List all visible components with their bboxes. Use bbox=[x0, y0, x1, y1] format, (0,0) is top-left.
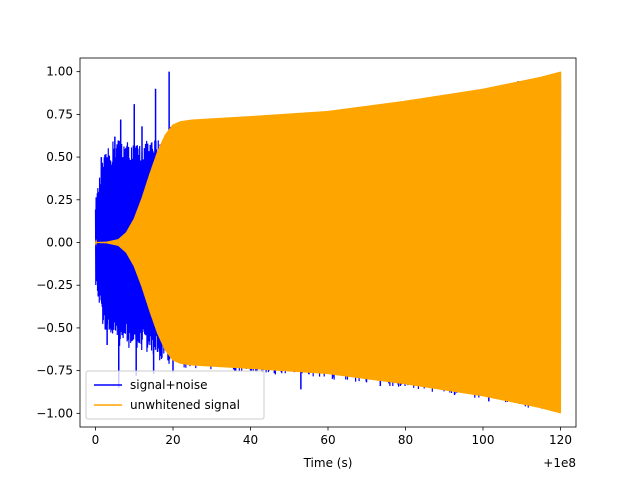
y-tick-label: 1.00 bbox=[46, 65, 73, 79]
legend-box bbox=[85, 370, 265, 420]
x-tick-label: 80 bbox=[398, 433, 413, 447]
series-line-unwhitened-signal bbox=[94, 71, 562, 414]
y-tick-label: −0.75 bbox=[36, 364, 73, 378]
x-tick-label: 20 bbox=[165, 433, 180, 447]
y-tick-label: 0.50 bbox=[46, 150, 73, 164]
x-tick-label: 100 bbox=[472, 433, 495, 447]
x-offset-label: +1e8 bbox=[543, 456, 576, 470]
legend-label-unwhitened-signal: unwhitened signal bbox=[130, 398, 240, 412]
y-tick-label: −0.50 bbox=[36, 321, 73, 335]
y-tick-label: 0.75 bbox=[46, 107, 73, 121]
x-tick-label: 60 bbox=[320, 433, 335, 447]
x-axis-label: Time (s) bbox=[303, 456, 353, 470]
legend: signal+noise unwhitened signal bbox=[85, 370, 265, 420]
plot-area bbox=[94, 71, 562, 414]
x-tick-label: 40 bbox=[243, 433, 258, 447]
y-tick-label: −1.00 bbox=[36, 406, 73, 420]
x-tick-label: 0 bbox=[92, 433, 100, 447]
y-tick-label: 0.25 bbox=[46, 193, 73, 207]
x-tick-label: 120 bbox=[549, 433, 572, 447]
y-tick-label: 0.00 bbox=[46, 236, 73, 250]
y-tick-label: −0.25 bbox=[36, 278, 73, 292]
ticks: 0 20 40 60 80 100 120 −1.00 −0.75 −0.50 −0.25 0.00 0… bbox=[36, 65, 572, 447]
legend-label-signal-noise: signal+noise bbox=[130, 378, 207, 392]
